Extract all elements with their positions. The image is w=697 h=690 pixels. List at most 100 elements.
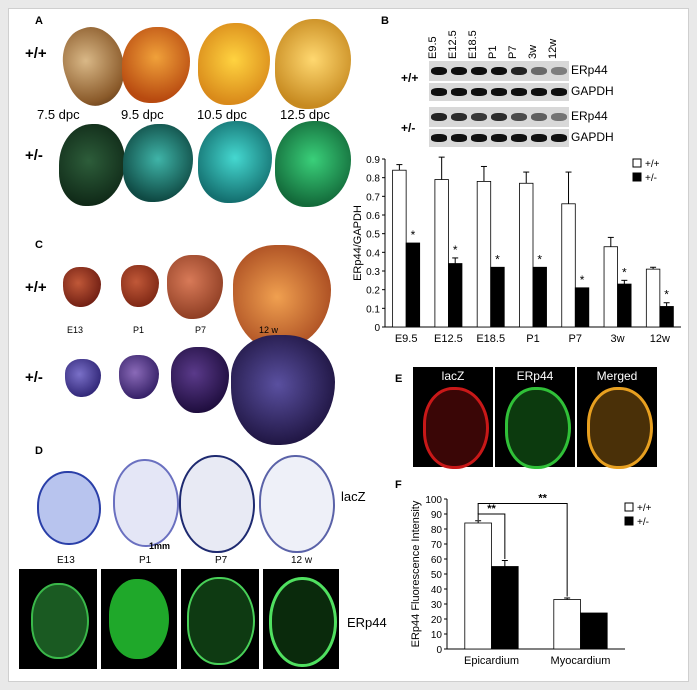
heart-het-p7-image: [171, 347, 229, 413]
blot-label-wt-gapdh: GAPDH: [571, 84, 614, 98]
y-tick-label: 90: [431, 510, 443, 521]
panel-label-f: F: [395, 479, 402, 491]
blot-band: [471, 67, 487, 76]
section-12w-image: [259, 455, 335, 553]
blot-band: [491, 88, 507, 96]
section-p1-image: [113, 459, 179, 547]
blot-lane-label: 3w: [527, 44, 539, 59]
y-tick-label: 0.4: [366, 248, 380, 259]
panel-d-erp44-label: ERp44: [347, 615, 387, 630]
blot-band: [451, 88, 467, 96]
blot-band: [531, 134, 547, 142]
heart-stage-p7: P7: [195, 325, 207, 335]
panel-d-lacz-label: lacZ: [341, 489, 366, 504]
panel-label-e: E: [395, 373, 403, 385]
significance-marker: *: [537, 252, 542, 266]
heart-stage-e13: E13: [67, 325, 84, 335]
blot-band: [511, 88, 527, 96]
panel-a-het-label: +/-: [25, 147, 43, 164]
y-tick-label: 30: [431, 600, 443, 611]
embryo-het-7-5-image: [59, 124, 125, 206]
bar-het: [491, 566, 519, 650]
x-tick-label: E9.5: [395, 333, 418, 345]
heart-wt-p1-image: [121, 265, 159, 307]
bar-het: [574, 287, 590, 328]
panel-c-het-label: +/-: [25, 369, 43, 386]
blot-band: [491, 67, 507, 76]
y-tick-label: 60: [431, 555, 443, 566]
significance-bracket: [477, 503, 568, 597]
section-stage-p7: P7: [215, 555, 228, 566]
blot-band: [471, 113, 487, 122]
x-tick-label: 12w: [650, 333, 670, 345]
y-tick-label: 0.7: [366, 192, 380, 203]
x-tick-label: Epicardium: [464, 655, 519, 667]
chart-b: 0 0.1 0.2 0.3 0.4 0.5 0.6 0.7 0.8 0.9 ERp44/GAPDH E…: [352, 155, 681, 345]
significance-marker: *: [580, 273, 585, 287]
section-p7-image: [179, 455, 255, 553]
blot-band: [551, 67, 567, 76]
legend-label: +/-: [637, 517, 649, 528]
blot-het-label: +/-: [401, 121, 416, 135]
bar-wt: [603, 246, 618, 328]
panel-a-wt-label: +/+: [25, 45, 47, 62]
section-stage-p1: P1: [139, 555, 152, 566]
y-tick-label: 0: [374, 323, 380, 334]
y-axis-label: ERp44 Fluorescence Intensity: [410, 500, 422, 647]
embryo-het-10-5-image: [198, 121, 272, 203]
bar-wt: [464, 522, 492, 650]
embryo-wt-9-5-image: [122, 27, 190, 103]
heart-wt-12w-image: [233, 245, 331, 349]
blot-band: [491, 113, 507, 122]
tile-erp44-image: ERp44: [495, 367, 575, 469]
x-tick-label: E12.5: [434, 333, 463, 345]
x-tick-label: E18.5: [476, 333, 505, 345]
blot-band: [511, 134, 527, 142]
heart-het-e13-image: [65, 359, 101, 397]
bar-wt: [519, 182, 534, 328]
y-axis-label: ERp44/GAPDH: [352, 205, 364, 281]
legend-swatch: [632, 158, 642, 168]
significance-marker: **: [538, 493, 547, 505]
y-tick-label: 0.8: [366, 174, 380, 185]
section-e13-image: [37, 471, 101, 545]
embryo-wt-10-5-image: [198, 23, 270, 105]
embryo-wt-12-5-image: [275, 19, 351, 109]
blot-band: [451, 67, 467, 76]
panel-label-c: C: [35, 239, 43, 251]
legend-label: +/+: [645, 159, 660, 170]
blot-band: [531, 67, 547, 76]
embryo-het-12-5-image: [275, 121, 351, 207]
bar-wt: [476, 181, 492, 328]
blot-band: [431, 88, 447, 96]
blot-label-wt-erp44: ERp44: [571, 63, 608, 77]
legend-swatch: [632, 172, 642, 182]
blot-label-het-erp44: ERp44: [571, 109, 608, 123]
y-tick-label: 0.9: [366, 155, 380, 166]
blot-band: [491, 134, 507, 142]
legend-swatch: [624, 516, 634, 526]
y-tick-label: 100: [425, 495, 442, 506]
x-tick-label: P7: [569, 333, 582, 345]
blot-lane-label: E18.5: [467, 30, 479, 59]
section-stage-e13: E13: [57, 555, 75, 566]
blot-band: [511, 67, 527, 76]
bar-wt: [645, 268, 661, 328]
tile-lacz-image: lacZ: [413, 367, 493, 469]
stage-label-9-5: 9.5 dpc: [121, 107, 164, 122]
significance-marker: *: [411, 228, 416, 242]
fluor-e13-image: [19, 569, 97, 669]
bar-het: [617, 283, 632, 328]
fluor-p7-image: [181, 569, 259, 669]
bar-wt: [434, 179, 449, 328]
significance-marker: *: [664, 288, 669, 302]
y-tick-label: 50: [431, 570, 443, 581]
blot-band: [551, 88, 567, 96]
blot-lane-label: E12.5: [447, 30, 459, 59]
bar-wt: [553, 599, 581, 650]
bar-het: [532, 266, 547, 328]
x-tick-label: 3w: [611, 333, 625, 345]
blot-label-het-gapdh: GAPDH: [571, 130, 614, 144]
legend-label: +/+: [637, 503, 652, 514]
